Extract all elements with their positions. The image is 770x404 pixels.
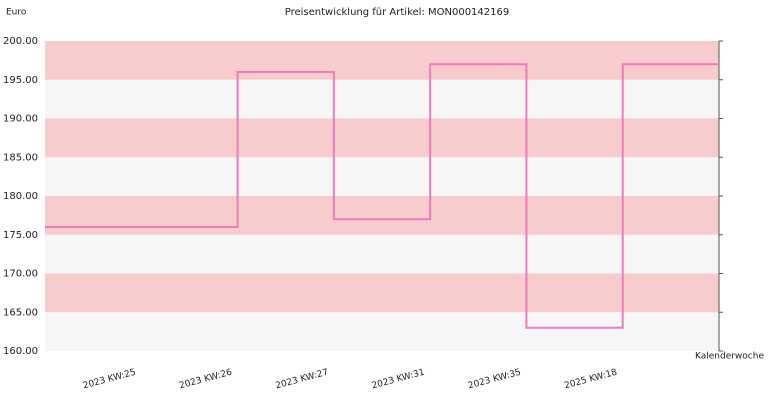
y-tick-label: 175.00 bbox=[3, 230, 38, 241]
x-tick-label: 2023 KW:27 bbox=[275, 368, 330, 392]
band bbox=[45, 79, 719, 119]
price-line bbox=[45, 63, 719, 329]
band bbox=[45, 157, 719, 196]
chart-title: Preisentwicklung für Artikel: MON0001421… bbox=[285, 7, 509, 18]
y-tick-label: 185.00 bbox=[3, 152, 38, 163]
y-tick-label: 165.00 bbox=[3, 307, 38, 318]
band bbox=[45, 312, 719, 351]
y-tick-label: 200.00 bbox=[3, 36, 38, 47]
y-tick-label: 160.00 bbox=[3, 346, 38, 357]
x-tick-label: 2025 KW:18 bbox=[563, 368, 618, 392]
y-tick-label: 190.00 bbox=[3, 114, 38, 125]
band bbox=[45, 273, 719, 313]
band bbox=[45, 234, 719, 274]
y-tick-label: 170.00 bbox=[3, 269, 38, 280]
band bbox=[45, 118, 719, 158]
y-axis-label: Euro bbox=[6, 8, 27, 18]
x-tick-label: 2023 KW:35 bbox=[467, 368, 522, 392]
band bbox=[45, 196, 719, 235]
band bbox=[45, 41, 719, 80]
x-tick-label: 2023 KW:26 bbox=[178, 368, 233, 392]
y-tick-label: 195.00 bbox=[3, 75, 38, 86]
x-tick-label: 2023 KW:31 bbox=[371, 368, 426, 392]
x-tick-label: 2023 KW:25 bbox=[82, 368, 137, 392]
y-tick-label: 180.00 bbox=[3, 191, 38, 202]
x-axis-label: Kalenderwoche bbox=[695, 352, 764, 362]
